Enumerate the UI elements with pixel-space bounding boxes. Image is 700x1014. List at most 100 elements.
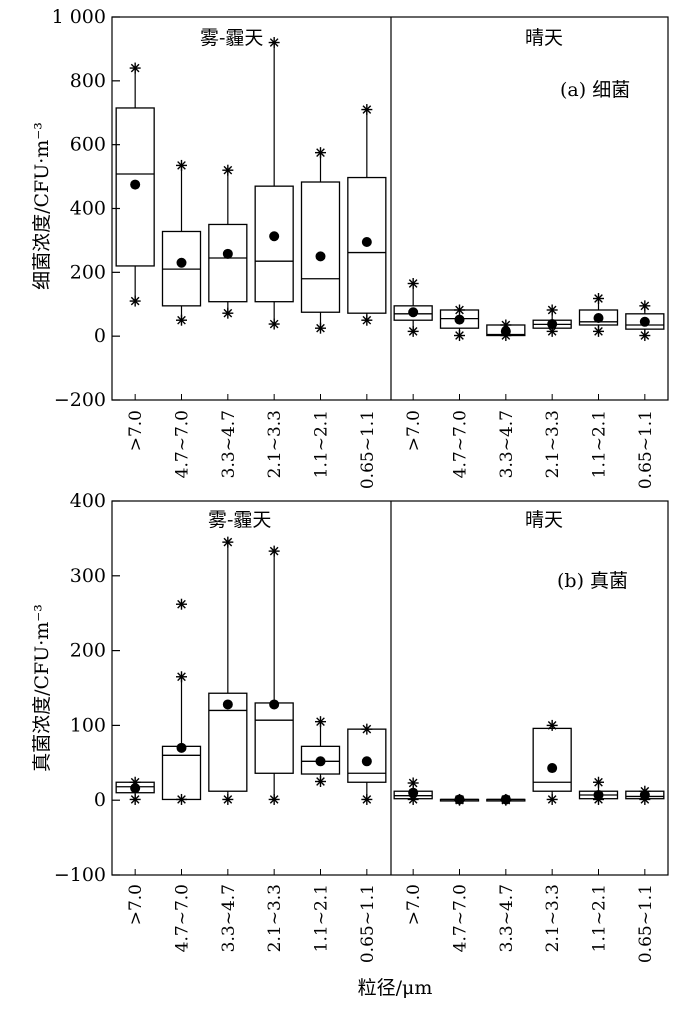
panel-b-label: (b) 真菌 [557,570,628,592]
panel-b-box-clear-4-max-marker [593,776,604,788]
panel-a-box-haze-0 [115,62,155,307]
panel-a-box-haze-0-iqr-box [115,107,155,267]
panel-b-box-haze-4-min-marker [315,776,326,787]
panel-b-box-haze-3-mean-point [269,699,280,710]
panel-a-category-label: 1.1~2.1 [590,410,610,478]
panel-a-box-clear-0-min-marker [407,325,419,337]
panel-a-box-clear-4-iqr-box [578,309,619,326]
panel-b-box-clear-3-max-marker [546,719,558,731]
panel-a-box-haze-0-mean-point [130,179,141,190]
panel-b-category-label: 1.1~2.1 [312,884,332,952]
panel-a-box-clear-5-mean-point [639,316,650,327]
panel-b-box-haze-1-min-marker [176,793,187,805]
panel-a-y-tick-label: 0 [94,325,106,347]
panel-a-box-haze-5 [347,104,387,326]
panel-a-y-tick-label: 800 [70,70,106,92]
panel-a-box-clear-5 [625,300,665,342]
panel-a-box-clear-1-min-marker [454,330,465,342]
panel-a-box-haze-4 [300,147,341,334]
panel-b-box-clear-0-mean-point [408,787,419,798]
panel-a-y-tick-label: 1 000 [52,6,106,28]
panel-bacteria: (a) 细菌 雾-霾天 晴天 细菌浓度/CFU·m⁻³ −200 0 200 400 6… [31,6,669,489]
panel-b-plot-frame [111,500,669,876]
panel-a-category-label: >7.0 [404,410,424,451]
panel-b-y-tick-label: 300 [70,565,106,587]
panel-fungi: (b) 真菌 雾-霾天 晴天 真菌浓度/CFU·m⁻³ −100 0 100 200 3… [31,490,669,963]
panel-a-box-haze-1-min-marker [176,314,187,326]
panel-b-box-clear-5 [625,785,665,805]
panel-a-box-clear-1-mean-point [454,314,465,325]
panel-b-y-tick-label: 0 [94,789,106,811]
panel-b-box-haze-3 [254,545,294,805]
panel-b-box-haze-2-max-marker [222,536,234,548]
panel-a-box-clear-0-iqr-box [393,305,433,321]
panel-b-box-haze-2-mean-point [222,699,233,710]
panel-a-box-clear-4 [578,293,619,337]
panel-b-box-haze-4 [300,716,341,787]
panel-b-box-haze-1-max-marker [176,671,187,683]
panel-b-box-haze-5-max-marker [361,723,373,735]
panel-b-category-label: 2.1~3.3 [543,884,563,952]
panel-b-box-clear-0-max-marker [407,777,419,789]
panel-a-category-label: 0.65~1.1 [636,410,656,489]
panel-b-box-clear-0 [393,777,433,805]
panel-b-category-label: 1.1~2.1 [590,884,610,952]
panel-a-box-clear-5-iqr-box [625,313,665,330]
panel-b-y-tick-label: 100 [70,714,106,736]
panel-a-group-haze-title: 雾-霾天 [200,27,263,49]
panel-a-box-clear-0-max-marker [407,278,419,290]
panel-b-box-haze-0-min-marker [129,793,141,805]
panel-a-box-clear-3 [532,304,572,337]
panel-a-category-label: 2.1~3.3 [543,410,563,478]
panel-a-box-haze-5-max-marker [361,104,373,116]
panel-b-box-haze-1-mean-point [176,742,187,753]
panel-a-box-haze-5-iqr-box [347,176,387,314]
panel-b-box-haze-2-min-marker [222,793,234,805]
panel-a-box-clear-0 [393,278,433,337]
panel-a-y-tick-label: 200 [70,261,106,283]
panel-a-category-label: 2.1~3.3 [265,410,285,478]
panel-a-box-clear-1-max-marker [454,304,465,316]
panel-b-box-haze-5 [347,723,387,805]
panel-b-box-clear-5-mean-point [639,789,650,800]
panel-a-box-haze-3-iqr-box [254,185,294,303]
panel-b-category-label: 0.65~1.1 [636,884,656,963]
panel-a-box-haze-5-min-marker [361,314,373,326]
panel-b-category-label: 3.3~4.7 [497,884,517,952]
panel-b-box-clear-2-mean-point [500,794,511,805]
panel-b-box-haze-2-iqr-box [208,692,248,792]
panel-a-box-haze-1-max-marker [176,159,187,171]
panel-a-box-clear-4-max-marker [593,293,604,305]
panel-a-box-haze-3-min-marker [268,318,280,330]
panel-b-box-haze-0 [115,776,155,805]
panel-b-group-clear-title: 晴天 [525,509,563,531]
panel-a-box-haze-1-mean-point [176,257,187,268]
panel-b-box-haze-3-max-marker [268,545,280,557]
panel-b-box-haze-5-iqr-box [347,728,387,783]
panel-b-category-label: >7.0 [126,884,146,925]
panel-b-box-haze-4-max-marker [315,716,326,728]
panel-a-box-haze-4-max-marker [315,147,326,159]
panel-a-plot-frame [111,16,669,401]
panel-b-box-haze-5-mean-point [361,756,372,767]
panel-a-box-clear-4-mean-point [593,312,604,323]
panel-b-category-label: 4.7~7.0 [451,884,471,952]
panel-a-box-haze-3-max-marker [268,37,280,49]
panel-b-box-clear-4-mean-point [593,789,604,800]
panel-a-box-clear-0-mean-point [408,307,419,318]
panel-a-box-haze-5-mean-point [361,237,372,248]
panel-b-box-haze-1-iqr-box [161,745,202,801]
panel-a-category-label: 3.3~4.7 [219,410,239,478]
panel-a-box-haze-0-max-marker [129,62,141,74]
panel-b-box-haze-5-min-marker [361,793,373,805]
panel-b-box-clear-1 [439,793,480,806]
panel-b-category-label: 3.3~4.7 [219,884,239,952]
panel-b-box-haze-0-mean-point [130,783,141,794]
panel-a-y-tick-label: 600 [70,134,106,156]
panel-a-category-label: 0.65~1.1 [358,410,378,489]
panel-b-y-tick-label: −100 [54,864,106,886]
panel-a-y-axis-title: 细菌浓度/CFU·m⁻³ [31,122,53,290]
panel-b-box-clear-1-mean-point [454,794,465,805]
panel-b-category-label: 4.7~7.0 [173,884,193,952]
